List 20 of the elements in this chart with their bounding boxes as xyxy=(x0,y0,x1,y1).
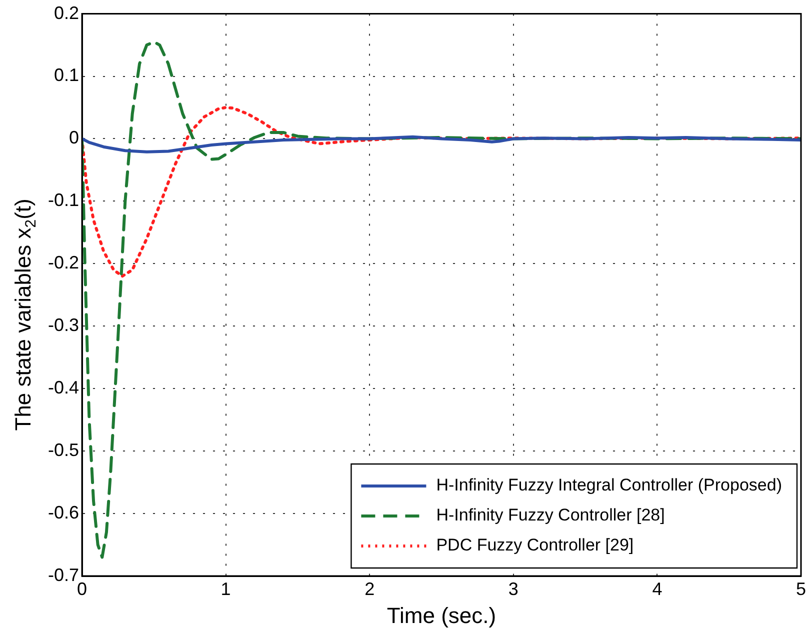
y-tick-label: -0.3 xyxy=(48,315,80,336)
y-tick-label: -0.4 xyxy=(48,378,80,398)
y-tick-label: 0.2 xyxy=(54,2,80,23)
y-tick-label: 0.1 xyxy=(54,65,80,86)
legend-label: H-Infinity Fuzzy Controller [28] xyxy=(436,506,665,525)
y-tick-label: 0 xyxy=(69,128,80,148)
x-tick-label: 3 xyxy=(508,578,518,599)
line-series xyxy=(82,40,801,559)
y-tick-label: -0.1 xyxy=(48,190,80,210)
x-tick-label: 2 xyxy=(364,578,375,599)
legend-label: PDC Fuzzy Controller [29] xyxy=(436,536,634,555)
y-tick-label: -0.6 xyxy=(48,502,80,522)
x-tick-label: 5 xyxy=(796,578,806,599)
x-tick-label: 4 xyxy=(652,578,662,599)
legend-label: H-Infinity Fuzzy Integral Controller (Proposed) xyxy=(436,476,782,495)
x-tick-label: 1 xyxy=(220,578,231,599)
y-tick-label: -0.2 xyxy=(48,252,80,273)
x-axis-title: Time (sec.) xyxy=(386,602,496,628)
y-tick-label: -0.7 xyxy=(48,564,80,585)
y-tick-label: -0.5 xyxy=(48,440,80,460)
